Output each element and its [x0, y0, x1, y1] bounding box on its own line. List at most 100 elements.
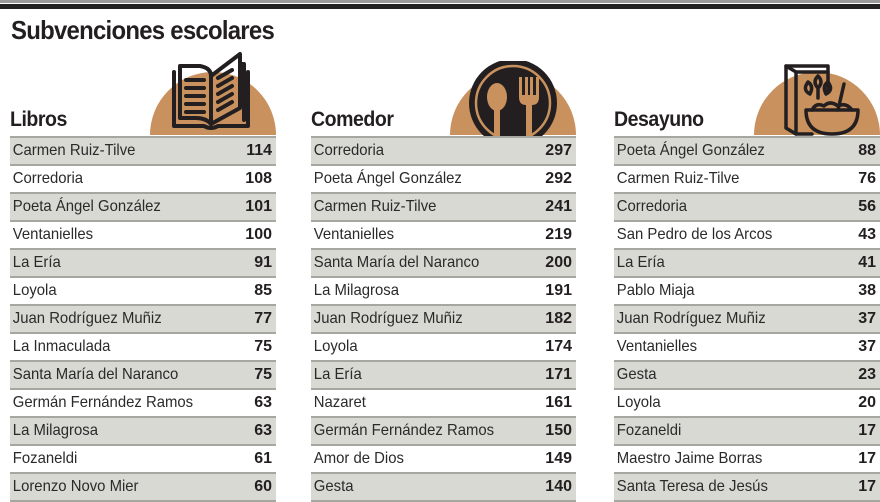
school-name: La Ería — [12, 254, 61, 271]
table-row: La Ería 41 — [614, 250, 880, 278]
column-header-comedor: Comedor — [311, 108, 394, 131]
count-value: 292 — [545, 170, 572, 187]
table-row: Fozaneldi 17 — [614, 418, 880, 446]
school-name: Corredoria — [313, 142, 385, 159]
table-row: Ventanielles 100 — [10, 222, 276, 250]
column-header-libros: Libros — [10, 108, 67, 131]
count-value: 161 — [545, 394, 572, 411]
table-row: Santa María del Naranco 200 — [311, 250, 576, 278]
table-row: Germán Fernández Ramos 63 — [10, 390, 276, 418]
count-value: 101 — [245, 198, 272, 215]
school-name: Carmen Ruiz-Tilve — [12, 142, 136, 159]
spoon-fork-plate-icon — [469, 61, 557, 137]
school-name: La Inmaculada — [12, 338, 111, 355]
school-name: Carmen Ruiz-Tilve — [313, 198, 437, 215]
school-name: Loyola — [616, 394, 661, 411]
column-desayuno: Desayuno Poeta Ángel González 88 Carmen R… — [614, 0, 880, 502]
table-row: Juan Rodríguez Muñiz 182 — [311, 306, 576, 334]
count-value: 75 — [254, 338, 272, 355]
school-name: Poeta Ángel González — [313, 170, 462, 187]
count-value: 174 — [545, 338, 572, 355]
count-value: 91 — [254, 254, 272, 271]
school-name: Poeta Ángel González — [616, 142, 765, 159]
count-value: 17 — [858, 478, 876, 495]
count-value: 149 — [545, 450, 572, 467]
table-row: Loyola 85 — [10, 278, 276, 306]
school-name: La Milagrosa — [313, 282, 399, 299]
school-name: Poeta Ángel González — [12, 198, 161, 215]
table-row: Loyola 174 — [311, 334, 576, 362]
school-name: Juan Rodríguez Muñiz — [616, 310, 766, 327]
count-value: 76 — [858, 170, 876, 187]
count-value: 140 — [545, 478, 572, 495]
school-name: Santa María del Naranco — [12, 366, 179, 383]
open-book-icon — [172, 52, 250, 130]
count-value: 41 — [858, 254, 876, 271]
column-header-desayuno: Desayuno — [614, 108, 704, 131]
school-name: Corredoria — [12, 170, 84, 187]
count-value: 60 — [254, 478, 272, 495]
school-name: Loyola — [313, 338, 358, 355]
school-name: Juan Rodríguez Muñiz — [12, 310, 162, 327]
count-value: 38 — [858, 282, 876, 299]
school-name: Gesta — [313, 478, 354, 495]
table-row: Santa María del Naranco 75 — [10, 362, 276, 390]
school-name: Carmen Ruiz-Tilve — [616, 170, 740, 187]
table-comedor: Corredoria 297 Poeta Ángel González 292 Ca… — [311, 136, 576, 502]
table-row: La Inmaculada 75 — [10, 334, 276, 362]
top-rule-gray — [0, 0, 880, 3]
school-name: Santa María del Naranco — [313, 254, 480, 271]
table-row: Ventanielles 37 — [614, 334, 880, 362]
school-name: La Ería — [616, 254, 665, 271]
page-title: Subvenciones escolares — [11, 15, 275, 45]
table-row: Corredoria 108 — [10, 166, 276, 194]
count-value: 191 — [545, 282, 572, 299]
table-row: Amor de Dios 149 — [311, 446, 576, 474]
count-value: 108 — [245, 170, 272, 187]
table-row: Poeta Ángel González 292 — [311, 166, 576, 194]
table-row: La Ería 171 — [311, 362, 576, 390]
count-value: 77 — [254, 310, 272, 327]
school-name: Pablo Miaja — [616, 282, 695, 299]
table-row: Santa Teresa de Jesús 17 — [614, 474, 880, 502]
table-row: Carmen Ruiz-Tilve 241 — [311, 194, 576, 222]
count-value: 150 — [545, 422, 572, 439]
count-value: 56 — [858, 198, 876, 215]
school-name: Santa Teresa de Jesús — [616, 478, 768, 495]
school-name: Juan Rodríguez Muñiz — [313, 310, 463, 327]
count-value: 85 — [254, 282, 272, 299]
school-name: Gesta — [616, 366, 657, 383]
count-value: 100 — [245, 226, 272, 243]
school-name: La Milagrosa — [12, 422, 98, 439]
school-name: Fozaneldi — [616, 422, 682, 439]
table-desayuno: Poeta Ángel González 88 Carmen Ruiz-Tilve… — [614, 136, 880, 502]
table-row: Lorenzo Novo Mier 60 — [10, 474, 276, 502]
count-value: 63 — [254, 422, 272, 439]
count-value: 43 — [858, 226, 876, 243]
school-name: San Pedro de los Arcos — [616, 226, 773, 243]
school-name: Germán Fernández Ramos — [313, 422, 495, 439]
column-comedor: Comedor Corredoria 297 Poeta Ángel Gonzál… — [311, 0, 576, 502]
school-name: Nazaret — [313, 394, 366, 411]
table-row: Corredoria 297 — [311, 136, 576, 166]
table-row: Juan Rodríguez Muñiz 37 — [614, 306, 880, 334]
table-row: Maestro Jaime Borras 17 — [614, 446, 880, 474]
table-libros: Carmen Ruiz-Tilve 114 Corredoria 108 Poeta… — [10, 136, 276, 502]
school-name: La Ería — [313, 366, 362, 383]
table-row: Carmen Ruiz-Tilve 76 — [614, 166, 880, 194]
count-value: 114 — [246, 142, 272, 159]
table-row: Ventanielles 219 — [311, 222, 576, 250]
count-value: 241 — [545, 198, 572, 215]
table-row: La Ería 91 — [10, 250, 276, 278]
count-value: 63 — [254, 394, 272, 411]
count-value: 20 — [858, 394, 876, 411]
table-row: La Milagrosa 63 — [10, 418, 276, 446]
count-value: 171 — [545, 366, 572, 383]
cereal-bowl-icon — [784, 64, 860, 136]
table-row: Juan Rodríguez Muñiz 77 — [10, 306, 276, 334]
count-value: 23 — [858, 366, 876, 383]
table-row: Gesta 23 — [614, 362, 880, 390]
column-libros: Libros Carmen Ruiz-Tilve 114 Corredoria 10… — [10, 0, 276, 502]
count-value: 200 — [545, 254, 572, 271]
table-row: Fozaneldi 61 — [10, 446, 276, 474]
